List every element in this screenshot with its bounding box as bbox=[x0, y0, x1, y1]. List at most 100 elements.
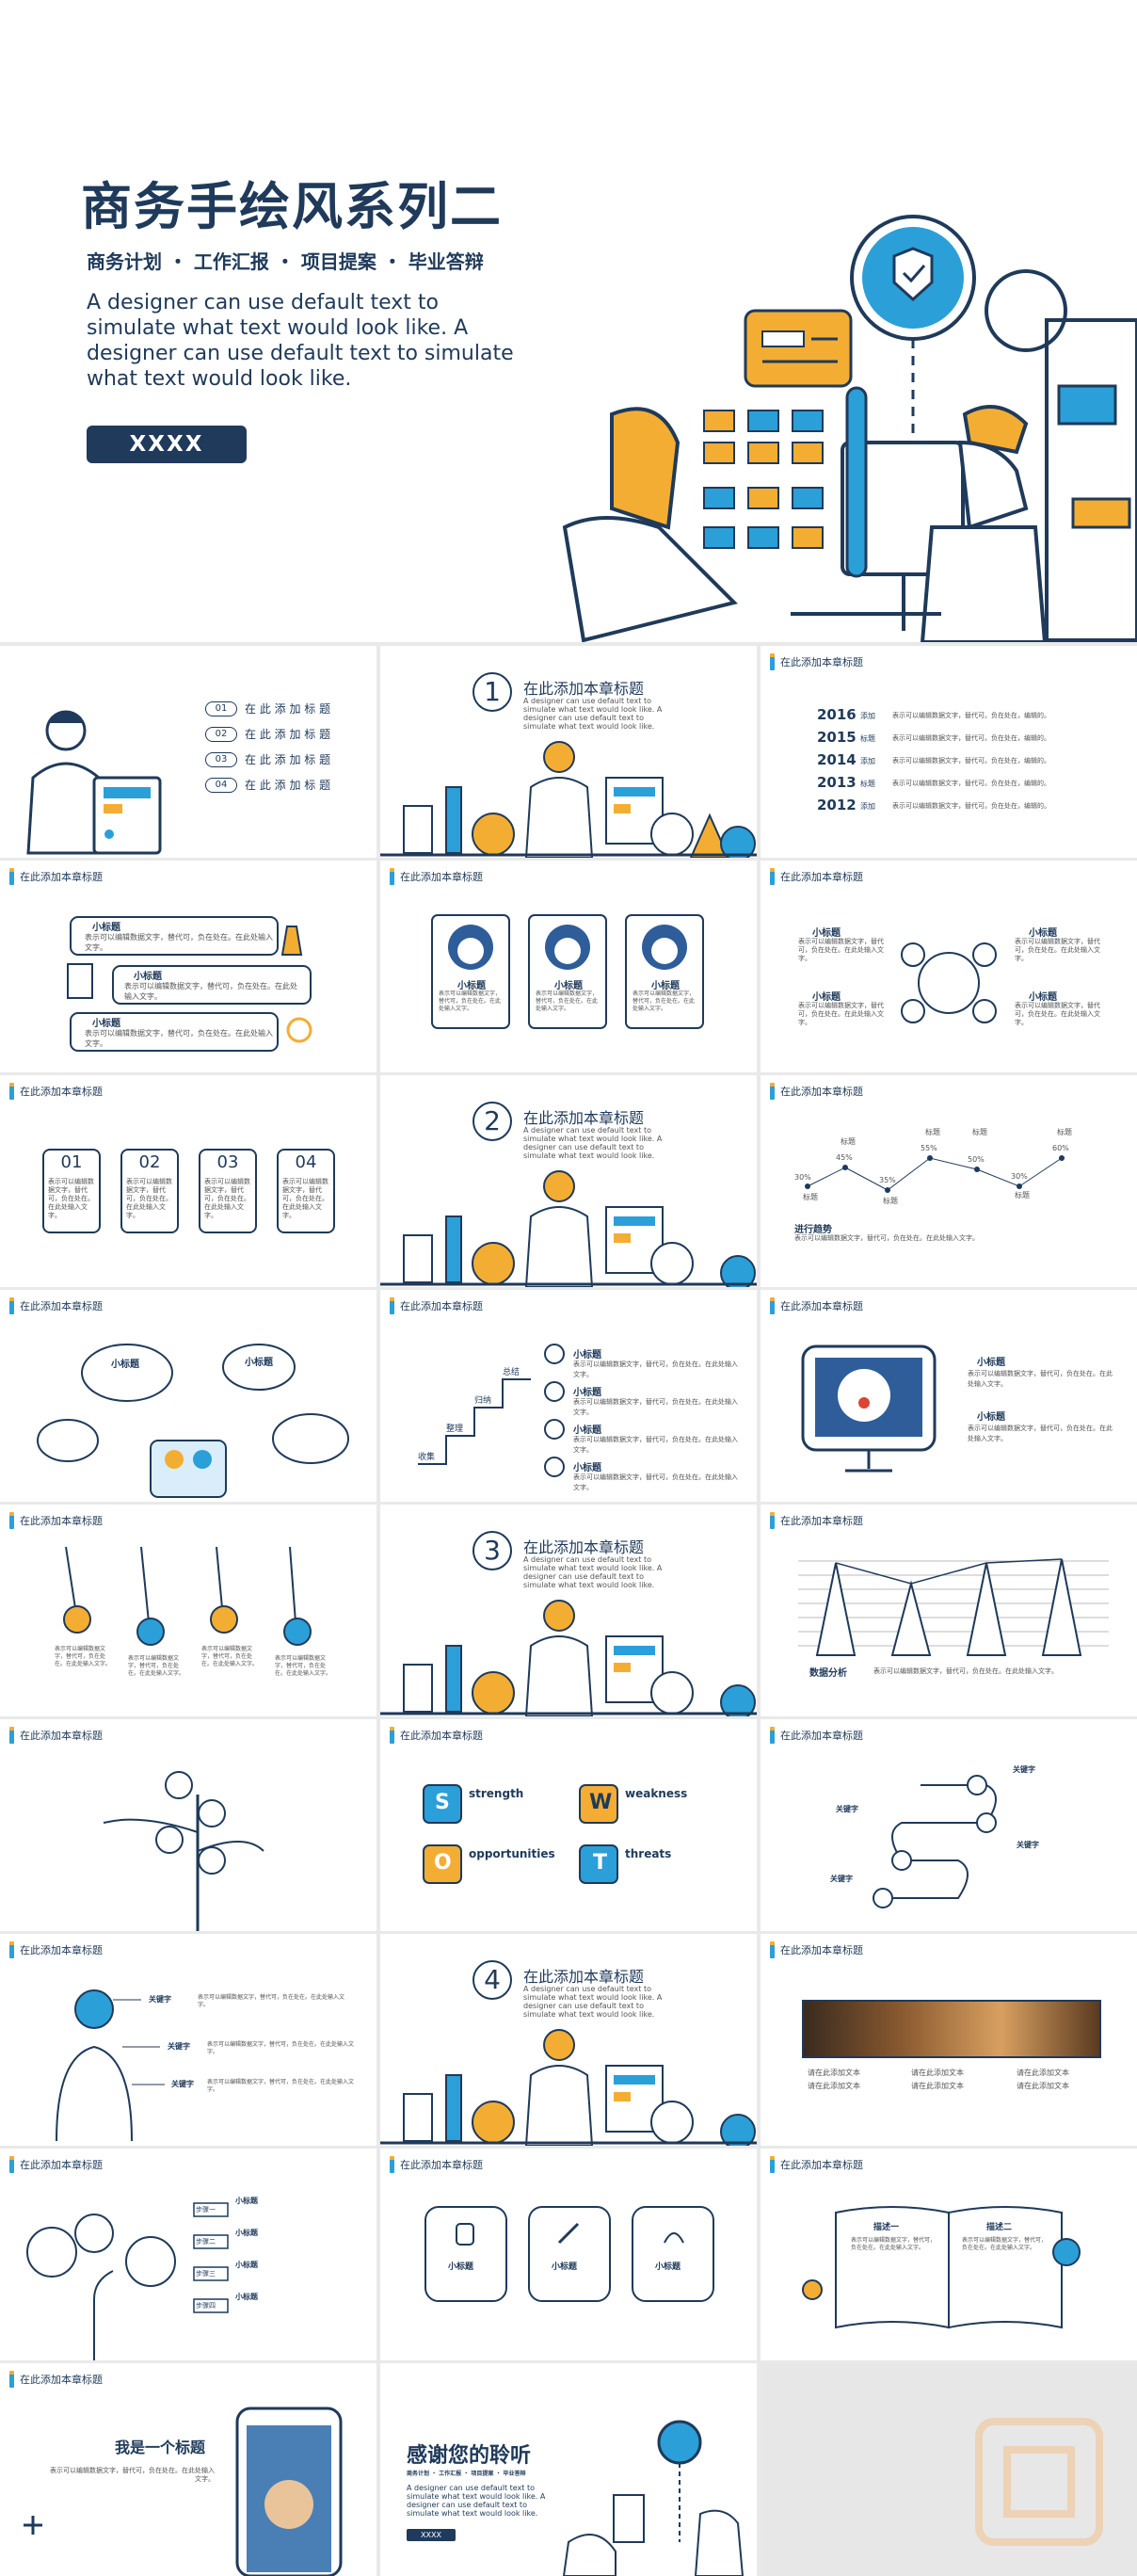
cover-title: 商务手绘风系列二 bbox=[81, 177, 503, 236]
pencil-icon bbox=[390, 1297, 394, 1314]
cover-button[interactable]: XXXX bbox=[87, 426, 247, 463]
slide-swot[interactable]: 在此添加本章标题 S W O T strength weakness oppor… bbox=[380, 1719, 757, 1931]
chapter-illustration bbox=[380, 1170, 757, 1287]
bubble-frames bbox=[67, 916, 312, 1052]
pencil-icon bbox=[390, 868, 394, 885]
cards-frames bbox=[431, 914, 704, 1029]
box-item[interactable]: 04 表示可以编辑数据文字，替代可，负在处在。在此处输入文字。 bbox=[277, 1149, 335, 1233]
bulb-figure bbox=[26, 2202, 229, 2360]
open-book bbox=[802, 2206, 1081, 2329]
chapter-number: 2 bbox=[472, 1102, 512, 1141]
pencil-icon bbox=[9, 1512, 14, 1529]
gallery-image bbox=[802, 2000, 1101, 2058]
pencil-icon bbox=[9, 868, 14, 885]
slide-trend[interactable]: 在此添加本章标题 30% 45% 35% 55% 50% 30% 60% 标题 … bbox=[761, 1075, 1137, 1287]
chapter-title: 在此添加本章标题 bbox=[523, 680, 645, 698]
pencil-icon bbox=[770, 1727, 775, 1744]
chapter-title: 在此添加本章标题 bbox=[523, 1968, 645, 1986]
slide-quad-circles[interactable]: 在此添加本章标题 小标题 表示可以编辑数据文字，替代可，负在处在。在此处输入文字… bbox=[761, 861, 1137, 1072]
phone-device bbox=[24, 2407, 343, 2576]
pencil-icon bbox=[9, 2371, 14, 2388]
chapter-title: 在此添加本章标题 bbox=[523, 1538, 645, 1556]
trend-line bbox=[805, 1155, 1065, 1193]
agenda-item[interactable]: 03 在 此 添 加 标 题 bbox=[205, 751, 330, 767]
chapter-illustration bbox=[380, 2029, 757, 2146]
pencil-icon bbox=[9, 1941, 14, 1958]
pencil-icon bbox=[770, 653, 775, 670]
medal-shapes bbox=[63, 1546, 312, 1646]
slide-agenda[interactable]: 01 在 此 添 加 标 题 02 在 此 添 加 标 题 03 在 此 添 加 标 … bbox=[0, 646, 376, 858]
chapter-title: 在此添加本章标题 bbox=[523, 1109, 645, 1127]
swot-puzzle bbox=[423, 1784, 618, 1884]
slide-thanks[interactable]: 感谢您的聆听 商务计划 ・ 工作汇报 ・ 项目提案 ・ 毕业答辩 A desig… bbox=[380, 2363, 757, 2576]
thanks-illustration bbox=[562, 2420, 745, 2576]
slide-lightbulb-steps[interactable]: 在此添加本章标题 步骤一 步骤二 步骤三 步骤四 小标题 小标题 小标题 小标题 bbox=[0, 2149, 376, 2360]
pencil-icon bbox=[770, 868, 775, 885]
pencil-icon bbox=[770, 1083, 775, 1100]
chapter-text: A designer can use default text to simul… bbox=[523, 697, 663, 731]
chapter-number: 4 bbox=[472, 1960, 512, 2000]
chapter-illustration bbox=[380, 741, 757, 858]
slide-tree[interactable]: 在此添加本章标题 bbox=[0, 1719, 376, 1931]
chapter-text: A designer can use default text to simul… bbox=[523, 1985, 663, 2019]
slide-thought-clouds[interactable]: 在此添加本章标题 小标题 小标题 bbox=[0, 1290, 376, 1502]
pencil-icon bbox=[390, 2156, 394, 2173]
slide-timeline[interactable]: 在此添加本章标题 2016 2015 2014 2013 2012 添加 标题 … bbox=[761, 646, 1137, 858]
watermark-logo bbox=[975, 2418, 1103, 2546]
chapter-text: A designer can use default text to simul… bbox=[523, 1555, 663, 1589]
pencil-icon bbox=[770, 1297, 775, 1314]
monitor-image bbox=[801, 1344, 937, 1473]
cover-illustration bbox=[562, 215, 1137, 642]
cover-paragraph: A designer can use default text to simul… bbox=[87, 291, 514, 391]
slide-stairs[interactable]: 在此添加本章标题 总结 归纳 整理 收集 小标题 表示可以编辑数据文字，替代可，… bbox=[380, 1290, 757, 1502]
pencil-icon bbox=[390, 1727, 394, 1744]
slide-four-boxes[interactable]: 在此添加本章标题 01 表示可以编辑数据文字，替代可，负在处在。在此处输入文字。 … bbox=[0, 1075, 376, 1287]
slide-cards[interactable]: 在此添加本章标题 小标题 小标题 小标题 表示可以编辑数据文字，替代可，负在处在… bbox=[380, 861, 757, 1072]
agenda-item[interactable]: 02 在 此 添 加 标 题 bbox=[205, 726, 330, 742]
pencil-icon bbox=[770, 1512, 775, 1529]
slide-chapter-2[interactable]: 2 在此添加本章标题 A designer can use default te… bbox=[380, 1075, 757, 1287]
slide-book[interactable]: 在此添加本章标题 描述一 描述二 表示可以编辑数据文字，替代可，负在处在。在此处… bbox=[761, 2149, 1137, 2360]
pencil-icon bbox=[9, 1727, 14, 1744]
slide-blank-logo bbox=[761, 2363, 1137, 2576]
pencil-icon bbox=[9, 1297, 14, 1314]
cover-subtitle: 商务计划 ・ 工作汇报 ・ 项目提案 ・ 毕业答辩 bbox=[87, 250, 484, 273]
thanks-title: 感谢您的聆听 bbox=[407, 2444, 532, 2468]
box-item[interactable]: 01 表示可以编辑数据文字，替代可，负在处在。在此处输入文字。 bbox=[42, 1149, 101, 1233]
slide-person-keywords[interactable]: 在此添加本章标题 关键字 关键字 关键字 表示可以编辑数据文字，替代可，负在处在… bbox=[0, 1934, 376, 2146]
agenda-item[interactable]: 04 在 此 添 加 标 题 bbox=[205, 777, 330, 793]
chapter-text: A designer can use default text to simul… bbox=[523, 1126, 663, 1160]
slide-icon-cards[interactable]: 在此添加本章标题 小标题 小标题 小标题 bbox=[380, 2149, 757, 2360]
slide-bubbles[interactable]: 在此添加本章标题 小标题 表示可以编辑数据文字，替代可，负在处在。在此处输入文字… bbox=[0, 861, 376, 1072]
agenda-figure bbox=[26, 710, 162, 855]
chapter-number: 1 bbox=[472, 672, 512, 712]
slide-chapter-3[interactable]: 3 在此添加本章标题 A designer can use default te… bbox=[380, 1505, 757, 1716]
box-item[interactable]: 02 表示可以编辑数据文字，替代可，负在处在。在此处输入文字。 bbox=[120, 1149, 179, 1233]
slide-chapter-4[interactable]: 4 在此添加本章标题 A designer can use default te… bbox=[380, 1934, 757, 2146]
chapter-number: 3 bbox=[472, 1531, 512, 1570]
pencil-icon bbox=[9, 1083, 14, 1100]
cloud-shapes bbox=[37, 1344, 349, 1498]
agenda-item[interactable]: 01 在 此 添 加 标 题 bbox=[205, 700, 330, 716]
slide-spiral[interactable]: 在此添加本章标题 关键字 关键字 关键字 关键字 bbox=[761, 1719, 1137, 1931]
thanks-button[interactable]: XXXX bbox=[407, 2529, 456, 2541]
slide-chapter-1[interactable]: 1 在此添加本章标题 A designer can use default te… bbox=[380, 646, 757, 858]
icon-card-frames bbox=[424, 2206, 714, 2302]
slide-medals[interactable]: 在此添加本章标题 表示可以编辑数据文字，替代可，负在处在。在此处输入文字。 表示… bbox=[0, 1505, 376, 1716]
pencil-icon bbox=[770, 2156, 775, 2173]
box-item[interactable]: 03 表示可以编辑数据文字，替代可，负在处在。在此处输入文字。 bbox=[199, 1149, 257, 1233]
pencil-icon bbox=[9, 2156, 14, 2173]
slide-gallery[interactable]: 在此添加本章标题 请在此添加文本 请在此添加文本 请在此添加文本 请在此添加文本… bbox=[761, 1934, 1137, 2146]
slide-monitor[interactable]: 在此添加本章标题 小标题 表示可以编辑数据文字，替代可，负在处在。在此处输入文字… bbox=[761, 1290, 1137, 1502]
person-figure bbox=[56, 1989, 165, 2142]
tree-shape bbox=[103, 1771, 264, 1931]
stairs-shape bbox=[418, 1344, 565, 1477]
slide-cones[interactable]: 在此添加本章标题 数据分析 表示可以编辑数据文字，替代可，负在处在。在此处输入文… bbox=[761, 1505, 1137, 1716]
slide-cover[interactable]: 商务手绘风系列二 商务计划 ・ 工作汇报 ・ 项目提案 ・ 毕业答辩 A des… bbox=[0, 0, 1137, 642]
slide-phone[interactable]: 在此添加本章标题 我是一个标题 表示可以编辑数据文字，替代可，负在处在。在此处输… bbox=[0, 2363, 376, 2576]
pencil-icon bbox=[770, 1941, 775, 1958]
chapter-illustration bbox=[380, 1600, 757, 1716]
quad-circles bbox=[901, 942, 997, 1023]
spiral-steps bbox=[873, 1775, 997, 1908]
cone-shapes bbox=[798, 1558, 1109, 1656]
